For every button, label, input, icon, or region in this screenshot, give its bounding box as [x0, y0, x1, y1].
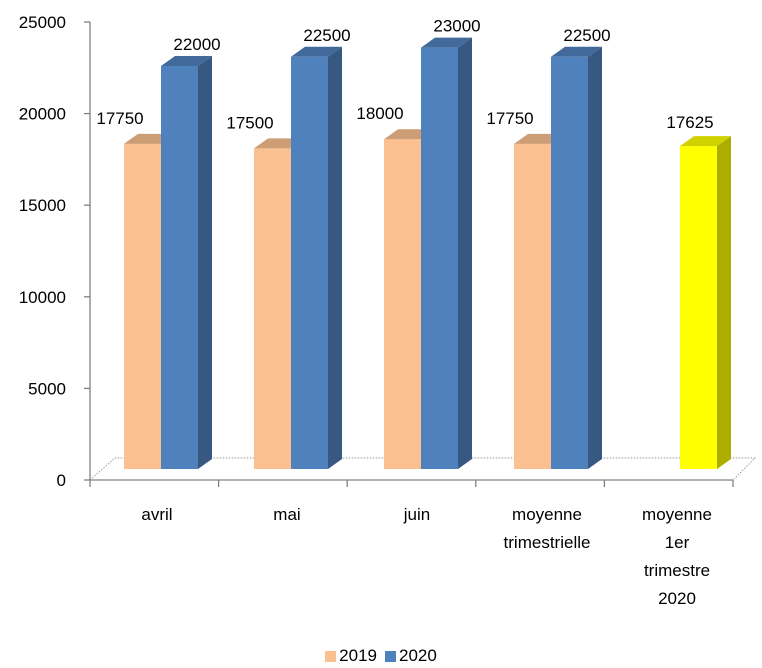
y-tick-label: 15000 [19, 196, 66, 215]
legend-label-2020: 2020 [399, 646, 437, 665]
x-category-label: trimestrielle [504, 533, 591, 552]
data-label-2020: 22500 [303, 26, 350, 45]
bar-chart: 0 5000 10000 15000 20000 25000 17750 22000 1750… [19, 13, 757, 608]
data-label-2020: 22000 [173, 35, 220, 54]
bar-2020-1 [291, 46, 342, 470]
y-tick-label: 20000 [19, 105, 66, 124]
bar-moyenne-1er-trimestre-2020 [680, 136, 731, 470]
legend: 2019 2020 [0, 646, 762, 666]
x-category-label: 1er [665, 533, 690, 552]
y-tick-label: 0 [57, 471, 66, 490]
x-category-label: moyenne [512, 505, 582, 524]
bars [124, 37, 731, 470]
x-category-label: mai [273, 505, 300, 524]
legend-swatch-2019 [325, 650, 337, 662]
y-axis: 0 5000 10000 15000 20000 25000 [19, 13, 91, 490]
data-label-2019: 17750 [486, 109, 533, 128]
data-labels: 17750 22000 17500 22500 18000 23000 17750 22500… [96, 17, 713, 133]
y-tick-label: 5000 [28, 379, 66, 398]
x-category-label: trimestre [644, 561, 710, 580]
legend-label-2019: 2019 [339, 646, 377, 665]
legend-item-2020: 2020 [385, 646, 437, 666]
x-category-label: 2020 [658, 589, 696, 608]
legend-swatch-2020 [385, 650, 396, 662]
x-category-label: avril [141, 505, 172, 524]
data-label-2020: 22500 [563, 26, 610, 45]
data-label-2019: 17500 [226, 113, 273, 132]
bar-2020-2 [421, 37, 472, 469]
x-category-label: juin [403, 505, 430, 524]
bar-2020-3 [551, 46, 602, 470]
y-tick-label: 10000 [19, 288, 66, 307]
data-label-2019: 17750 [96, 109, 143, 128]
x-axis: avril mai juin moyenne trimestrielle moyenne 1… [89, 479, 734, 608]
bar-2020-0 [161, 55, 212, 470]
data-label-2019: 18000 [356, 104, 403, 123]
data-label-moyenne-2020: 17625 [666, 113, 713, 132]
y-tick-label: 25000 [19, 13, 66, 32]
legend-item-2019: 2019 [325, 646, 377, 666]
x-category-label: moyenne [642, 505, 712, 524]
data-label-2020: 23000 [433, 17, 480, 36]
